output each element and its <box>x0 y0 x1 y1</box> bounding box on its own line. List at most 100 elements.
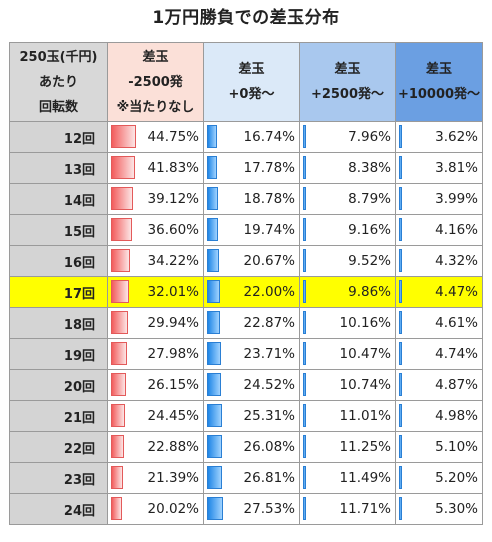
header-text: +10000発～ <box>397 87 481 102</box>
percent-value: 10.74% <box>339 377 391 393</box>
blue-bar <box>207 280 220 303</box>
row-label: 13回 <box>9 152 108 184</box>
value-cell: 5.30% <box>395 493 483 525</box>
percent-value: 34.22% <box>147 253 199 269</box>
table-row: 22回 22.88% 26.08% 11.25% 5.10% <box>9 431 483 463</box>
percent-value: 22.00% <box>243 284 295 300</box>
value-cell: 5.10% <box>395 431 483 463</box>
percent-value: 4.74% <box>435 346 478 362</box>
row-label: 23回 <box>9 462 108 494</box>
percent-value: 20.67% <box>243 253 295 269</box>
blue-bar <box>207 187 218 210</box>
percent-value: 10.47% <box>339 346 391 362</box>
row-label: 22回 <box>9 431 108 463</box>
percent-value: 4.32% <box>435 253 478 269</box>
value-cell: 11.71% <box>299 493 396 525</box>
percent-value: 5.20% <box>435 470 478 486</box>
value-cell: 4.87% <box>395 369 483 401</box>
blue-bar <box>303 435 306 458</box>
percent-value: 26.15% <box>147 377 199 393</box>
header-plus-10000: 差玉 +10000発～ <box>395 42 483 122</box>
percent-value: 20.02% <box>147 501 199 517</box>
percent-value: 26.08% <box>243 439 295 455</box>
percent-value: 23.71% <box>243 346 295 362</box>
header-text: 差玉 <box>142 49 169 65</box>
blue-bar <box>303 466 306 489</box>
red-bar <box>111 125 136 148</box>
percent-value: 4.98% <box>435 408 478 424</box>
distribution-table: 250玉(千円) あたり 回転数 差玉 -2500発 ※当たりなし 差玉 +0発… <box>9 42 483 525</box>
blue-bar <box>303 280 306 303</box>
red-bar <box>111 466 123 489</box>
header-spins: 250玉(千円) あたり 回転数 <box>9 42 108 122</box>
red-bar <box>111 280 129 303</box>
blue-bar <box>399 466 402 489</box>
table-row: 21回 24.45% 25.31% 11.01% 4.98% <box>9 400 483 432</box>
percent-value: 8.38% <box>348 160 391 176</box>
page-title: 1万円勝負での差玉分布 <box>152 8 340 28</box>
percent-value: 24.45% <box>147 408 199 424</box>
header-text: -2500発 <box>128 74 183 90</box>
value-cell: 18.78% <box>203 183 300 215</box>
table-row: 24回 20.02% 27.53% 11.71% 5.30% <box>9 493 483 525</box>
table-row: 14回 39.12% 18.78% 8.79% 3.99% <box>9 183 483 215</box>
blue-bar <box>207 404 222 427</box>
header-text: 差玉 <box>425 62 452 77</box>
row-label: 12回 <box>9 121 108 153</box>
value-cell: 7.96% <box>299 121 396 153</box>
value-cell: 22.88% <box>107 431 204 463</box>
header-row: 250玉(千円) あたり 回転数 差玉 -2500発 ※当たりなし 差玉 +0発… <box>9 42 483 122</box>
red-bar <box>111 404 125 427</box>
percent-value: 4.16% <box>435 222 478 238</box>
value-cell: 27.98% <box>107 338 204 370</box>
value-cell: 19.74% <box>203 214 300 246</box>
value-cell: 24.45% <box>107 400 204 432</box>
value-cell: 4.74% <box>395 338 483 370</box>
value-cell: 22.87% <box>203 307 300 339</box>
percent-value: 19.74% <box>243 222 295 238</box>
percent-value: 3.99% <box>435 191 478 207</box>
value-cell: 17.78% <box>203 152 300 184</box>
blue-bar <box>399 342 402 365</box>
blue-bar <box>399 404 402 427</box>
percent-value: 4.87% <box>435 377 478 393</box>
value-cell: 9.52% <box>299 245 396 277</box>
value-cell: 44.75% <box>107 121 204 153</box>
table-row: 17回 32.01% 22.00% 9.86% 4.47% <box>9 276 483 308</box>
value-cell: 4.47% <box>395 276 483 308</box>
table-row: 23回 21.39% 26.81% 11.49% 5.20% <box>9 462 483 494</box>
header-plus-2500: 差玉 +2500発～ <box>299 42 396 122</box>
value-cell: 10.47% <box>299 338 396 370</box>
blue-bar <box>399 311 402 334</box>
value-cell: 39.12% <box>107 183 204 215</box>
blue-bar <box>207 497 223 520</box>
value-cell: 26.08% <box>203 431 300 463</box>
value-cell: 4.16% <box>395 214 483 246</box>
value-cell: 11.25% <box>299 431 396 463</box>
header-text: 差玉 <box>238 62 265 77</box>
value-cell: 32.01% <box>107 276 204 308</box>
value-cell: 3.99% <box>395 183 483 215</box>
header-plus-0: 差玉 +0発～ <box>203 42 300 122</box>
value-cell: 25.31% <box>203 400 300 432</box>
blue-bar <box>399 187 402 210</box>
header-text: +0発～ <box>228 87 275 102</box>
blue-bar <box>207 156 217 179</box>
blue-bar <box>207 466 222 489</box>
red-bar <box>111 497 122 520</box>
value-cell: 3.81% <box>395 152 483 184</box>
header-text: あたり <box>38 74 78 90</box>
blue-bar <box>207 373 221 396</box>
value-cell: 10.16% <box>299 307 396 339</box>
blue-bar <box>399 249 402 272</box>
red-bar <box>111 435 124 458</box>
value-cell: 9.16% <box>299 214 396 246</box>
percent-value: 44.75% <box>147 129 199 145</box>
percent-value: 16.74% <box>243 129 295 145</box>
red-bar <box>111 342 127 365</box>
blue-bar <box>207 342 221 365</box>
value-cell: 11.49% <box>299 462 396 494</box>
value-cell: 9.86% <box>299 276 396 308</box>
percent-value: 9.86% <box>348 284 391 300</box>
percent-value: 5.10% <box>435 439 478 455</box>
